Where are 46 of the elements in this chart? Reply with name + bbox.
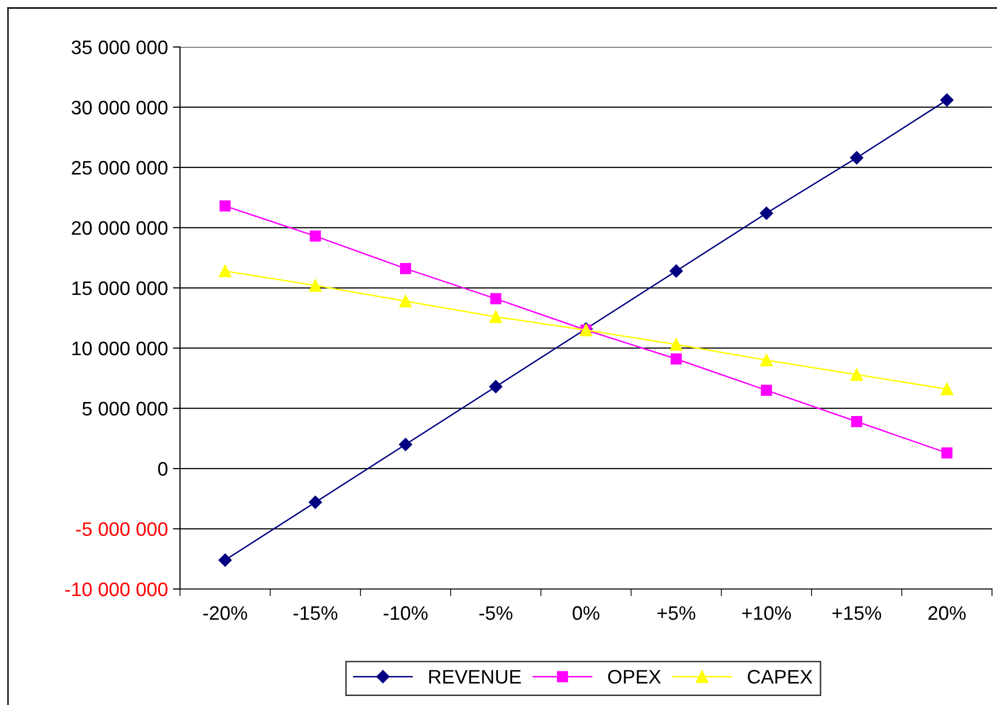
x-tick-label: -5%	[479, 606, 512, 620]
point	[940, 93, 954, 107]
point	[309, 279, 322, 292]
point	[490, 310, 502, 324]
point	[941, 447, 952, 458]
point	[489, 380, 502, 394]
point	[490, 293, 502, 304]
point	[850, 151, 864, 164]
point	[308, 496, 322, 509]
point	[760, 206, 774, 220]
y-tick-label: 25 000 000	[72, 160, 168, 175]
y-tick-label: 30 000 000	[72, 100, 168, 114]
x-tick-label: -10%	[384, 606, 428, 620]
point	[850, 368, 863, 381]
point	[220, 200, 231, 212]
point	[218, 264, 232, 278]
legend-label: OPEX	[608, 670, 661, 684]
x-tick-label: 20%	[928, 606, 966, 620]
point	[399, 294, 412, 308]
point	[310, 230, 321, 242]
point	[760, 384, 772, 396]
legend-label: CAPEX	[748, 670, 812, 684]
point	[218, 554, 232, 567]
point	[400, 263, 412, 274]
point	[670, 264, 683, 278]
y-tick-label: 0	[158, 462, 168, 476]
x-tick-label: +10%	[742, 606, 791, 620]
y-tick-label: -10 000 000	[65, 582, 168, 596]
x-tick-label: +15%	[832, 606, 882, 620]
y-tick-label: 5 000 000	[82, 402, 168, 416]
legend-label: REVENUE	[429, 670, 521, 684]
point	[851, 416, 862, 428]
point	[398, 438, 412, 452]
y-tick-label: 35 000 000	[72, 40, 168, 54]
point	[760, 354, 773, 366]
y-tick-label: 10 000 000	[72, 342, 168, 356]
point	[940, 382, 954, 396]
x-tick-label: -20%	[203, 606, 248, 620]
point	[670, 353, 682, 365]
y-tick-label: -5 000 000	[76, 522, 168, 536]
y-tick-label: 15 000 000	[72, 281, 168, 296]
x-tick-label: +5%	[657, 606, 696, 620]
y-tick-label: 20 000 000	[72, 221, 168, 235]
x-tick-label: 0%	[572, 606, 600, 620]
x-tick-label: -15%	[294, 606, 338, 620]
point	[670, 338, 682, 351]
